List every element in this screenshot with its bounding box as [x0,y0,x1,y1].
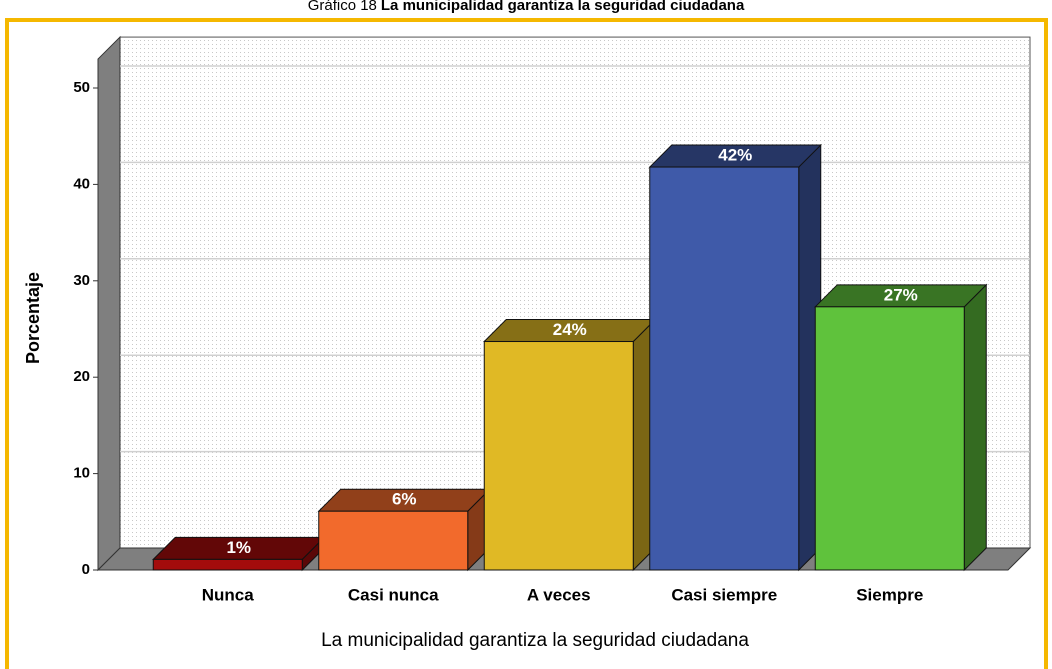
bar [483,341,634,571]
y-tick-label: 10 [73,465,90,482]
data-label: 24% [553,320,587,339]
bar [814,306,965,571]
bar [152,558,303,571]
x-axis-label: La municipalidad garantiza la seguridad … [321,630,749,651]
data-label: 42% [718,146,752,165]
data-label: 1% [226,538,251,557]
x-tick-label: A veces [527,585,591,604]
title-label: Gráfico 18 [308,0,377,14]
x-tick-label: Siempre [856,585,923,604]
frame [5,18,1048,669]
x-tick-label: Casi nunca [348,585,439,604]
y-tick-label: 50 [73,79,90,96]
data-label: 27% [884,285,918,304]
x-tick-label: Casi siempre [671,585,777,604]
title-text: La municipalidad garantiza la seguridad … [381,0,745,14]
y-tick-label: 30 [73,272,90,289]
bar [318,510,469,571]
y-tick-label: 20 [73,368,90,385]
side-wall [97,35,121,572]
x-tick-label: Nunca [202,585,255,604]
bar-side [963,283,987,572]
y-tick-label: 40 [73,175,90,192]
chart-title: Gráfico 18 La municipalidad garantiza la … [308,0,745,14]
data-label: 6% [392,490,417,509]
y-axis-label: Porcentaje [23,272,43,364]
y-tick-label: 0 [82,561,90,578]
bar [649,166,800,571]
